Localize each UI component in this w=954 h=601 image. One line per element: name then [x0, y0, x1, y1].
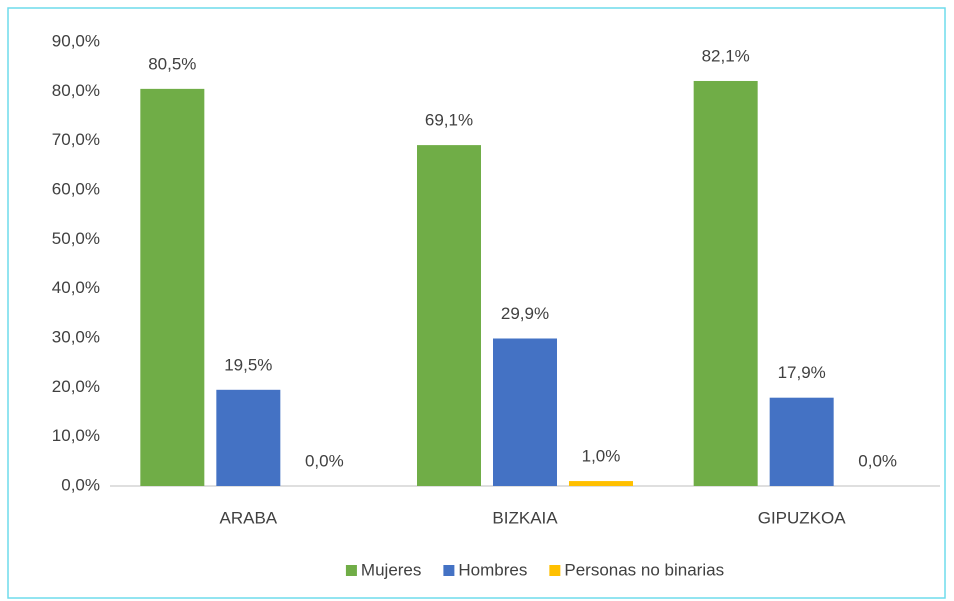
value-label: 82,1% [702, 46, 750, 65]
y-tick-label: 30,0% [52, 327, 100, 346]
legend-label: Personas no binarias [564, 560, 724, 579]
y-tick-label: 50,0% [52, 229, 100, 248]
legend-label: Mujeres [361, 560, 421, 579]
y-tick-label: 60,0% [52, 179, 100, 198]
y-tick-label: 10,0% [52, 426, 100, 445]
value-label: 69,1% [425, 111, 473, 130]
value-label: 0,0% [858, 451, 897, 470]
bar [693, 80, 758, 487]
y-tick-label: 0,0% [61, 475, 100, 494]
bar [417, 145, 481, 486]
value-label: 1,0% [582, 447, 621, 466]
x-tick-label: GIPUZKOA [758, 508, 847, 527]
bar [216, 389, 281, 486]
bar [569, 481, 633, 486]
bar [140, 88, 205, 486]
x-tick-label: ARABA [220, 508, 278, 527]
bar [769, 397, 834, 486]
bar [493, 338, 557, 486]
value-label: 0,0% [305, 451, 344, 470]
legend-label: Hombres [458, 560, 527, 579]
value-label: 19,5% [224, 355, 272, 374]
value-label: 29,9% [501, 304, 549, 323]
y-tick-label: 70,0% [52, 130, 100, 149]
value-label: 80,5% [148, 54, 196, 73]
y-tick-label: 20,0% [52, 377, 100, 396]
y-tick-label: 90,0% [52, 31, 100, 50]
legend-swatch [549, 565, 561, 576]
value-label: 17,9% [778, 363, 826, 382]
y-tick-label: 40,0% [52, 278, 100, 297]
legend-swatch [443, 565, 455, 576]
y-tick-label: 80,0% [52, 81, 100, 100]
x-tick-label: BIZKAIA [492, 508, 558, 527]
legend-swatch [345, 565, 357, 576]
